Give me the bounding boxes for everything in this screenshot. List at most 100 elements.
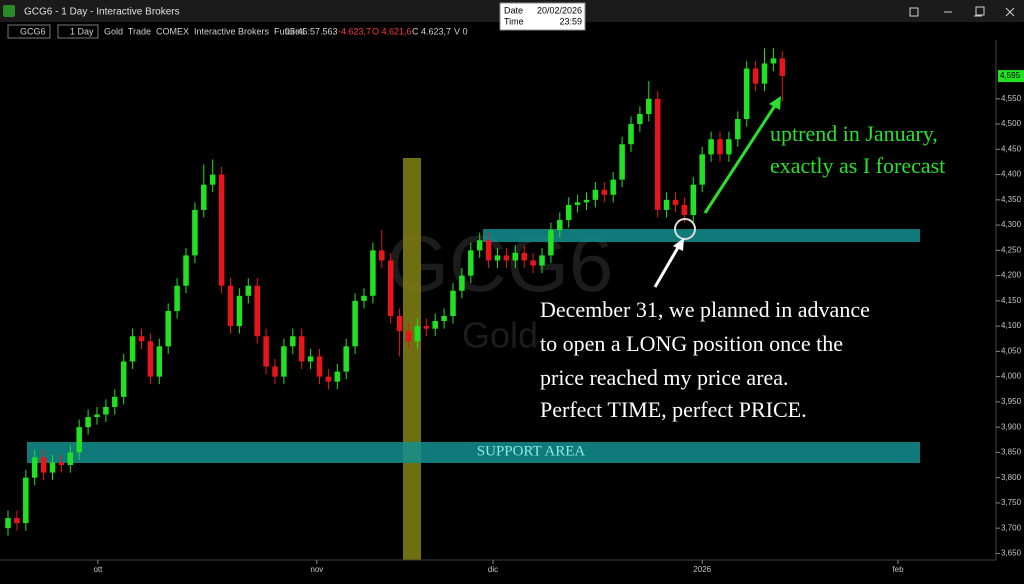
candle-body bbox=[476, 240, 483, 251]
uptrend-arrowhead bbox=[769, 96, 781, 110]
change: -4.623,7 bbox=[338, 26, 371, 36]
candle-body bbox=[565, 204, 572, 221]
volume: V 0 bbox=[454, 26, 468, 36]
candle-body bbox=[503, 255, 510, 261]
candle-body bbox=[58, 462, 65, 466]
candle-body bbox=[85, 417, 91, 428]
candle-body bbox=[138, 336, 145, 342]
close-value: C 4.623,7 bbox=[412, 26, 451, 36]
candle-body bbox=[272, 366, 278, 377]
period[interactable]: 1 Day bbox=[70, 26, 94, 36]
candle-body bbox=[530, 260, 536, 266]
tooltip-date: 20/02/2026 bbox=[537, 5, 582, 15]
time-zone bbox=[403, 158, 421, 560]
x-tick-label: 2026 bbox=[693, 565, 711, 574]
candle-body bbox=[94, 414, 100, 418]
candle-body bbox=[405, 331, 412, 342]
y-tick-label: 3,950 bbox=[1001, 397, 1022, 406]
x-tick-label: feb bbox=[892, 565, 904, 574]
candle-body bbox=[432, 321, 438, 329]
candle-body bbox=[254, 285, 260, 337]
candle-body bbox=[31, 457, 38, 478]
candle-body bbox=[646, 98, 652, 114]
candle-body bbox=[396, 316, 403, 332]
y-tick-label: 4,000 bbox=[1001, 372, 1022, 381]
candle-body bbox=[699, 154, 705, 185]
symbol[interactable]: GCG6 bbox=[20, 26, 46, 36]
candle-body bbox=[316, 356, 323, 377]
candle-body bbox=[236, 295, 243, 327]
candle-body bbox=[361, 295, 367, 301]
candle-body bbox=[334, 371, 341, 382]
candle-body bbox=[681, 204, 688, 215]
close-button[interactable] bbox=[1005, 7, 1015, 17]
detach-button[interactable] bbox=[909, 7, 919, 17]
uptrend-arrow bbox=[703, 103, 778, 214]
candle-body bbox=[637, 113, 643, 125]
y-tick-label: 4,350 bbox=[1001, 195, 1022, 204]
x-tick-label: nov bbox=[310, 565, 323, 574]
candle-body bbox=[690, 184, 697, 215]
y-tick-label: 3,850 bbox=[1001, 448, 1022, 457]
candle-body bbox=[67, 452, 74, 466]
candle-body bbox=[441, 316, 447, 322]
candle-body bbox=[779, 58, 786, 77]
candle-body bbox=[521, 252, 527, 261]
y-tick-label: 3,800 bbox=[1001, 473, 1022, 482]
candle-body bbox=[414, 326, 421, 342]
entry-circle bbox=[674, 218, 696, 240]
tooltip-date-label: Date bbox=[504, 5, 523, 15]
candle-body bbox=[103, 406, 109, 415]
plan-line-4: Perfect TIME, perfect PRICE. bbox=[540, 397, 807, 422]
tooltip-time-label: Time bbox=[504, 16, 524, 26]
candle-body bbox=[183, 255, 189, 286]
candle-body bbox=[218, 174, 225, 286]
candle-body bbox=[40, 457, 47, 473]
candle-body bbox=[752, 68, 759, 84]
candle-body bbox=[5, 518, 11, 529]
candle-body bbox=[352, 300, 358, 347]
candle-body bbox=[49, 462, 56, 473]
candle-body bbox=[290, 336, 296, 347]
clock: 05:45:57.563 bbox=[285, 26, 338, 36]
candle-body bbox=[628, 124, 634, 145]
candle-body bbox=[512, 252, 519, 261]
candle-body bbox=[120, 361, 127, 397]
y-tick-label: 4,450 bbox=[1001, 144, 1022, 153]
candle-body bbox=[735, 119, 741, 140]
candle-body bbox=[663, 199, 670, 210]
candle-body bbox=[192, 209, 198, 256]
uptrend-line-2: exactly as I forecast bbox=[770, 153, 945, 178]
candle-body bbox=[76, 427, 82, 453]
plan-line-1: December 31, we planned in advance bbox=[540, 297, 870, 322]
candle-body bbox=[147, 341, 154, 377]
candle-body bbox=[610, 179, 616, 195]
y-tick-label: 4,050 bbox=[1001, 346, 1022, 355]
candle-body bbox=[112, 396, 118, 407]
candle-body bbox=[770, 58, 777, 64]
plan-arrow bbox=[653, 243, 682, 288]
candle-body bbox=[387, 260, 394, 317]
symbol-box[interactable] bbox=[7, 24, 51, 39]
candle-body bbox=[583, 199, 590, 203]
maximize-button[interactable] bbox=[975, 6, 985, 16]
candle-body bbox=[263, 336, 269, 367]
y-tick-label: 4,550 bbox=[1001, 94, 1022, 103]
candle-body bbox=[325, 376, 332, 382]
candle-body bbox=[201, 184, 207, 210]
candle-body bbox=[485, 240, 492, 261]
y-tick-label: 4,250 bbox=[1001, 245, 1022, 254]
open-value: O 4.621,6 bbox=[372, 26, 412, 36]
toolbar bbox=[0, 22, 1024, 40]
tooltip bbox=[499, 2, 586, 31]
candle-body bbox=[717, 139, 723, 155]
watermark-name: Gold bbox=[462, 315, 538, 356]
candle-body bbox=[14, 518, 20, 524]
window-title: GCG6 - 1 Day - Interactive Brokers bbox=[24, 7, 180, 18]
candle-body bbox=[726, 139, 732, 155]
period-box[interactable] bbox=[57, 24, 99, 39]
candle-body bbox=[23, 477, 29, 524]
window-controls[interactable] bbox=[909, 6, 1015, 17]
uptrend-line-1: uptrend in January, bbox=[770, 121, 938, 146]
candle-body bbox=[370, 250, 376, 296]
